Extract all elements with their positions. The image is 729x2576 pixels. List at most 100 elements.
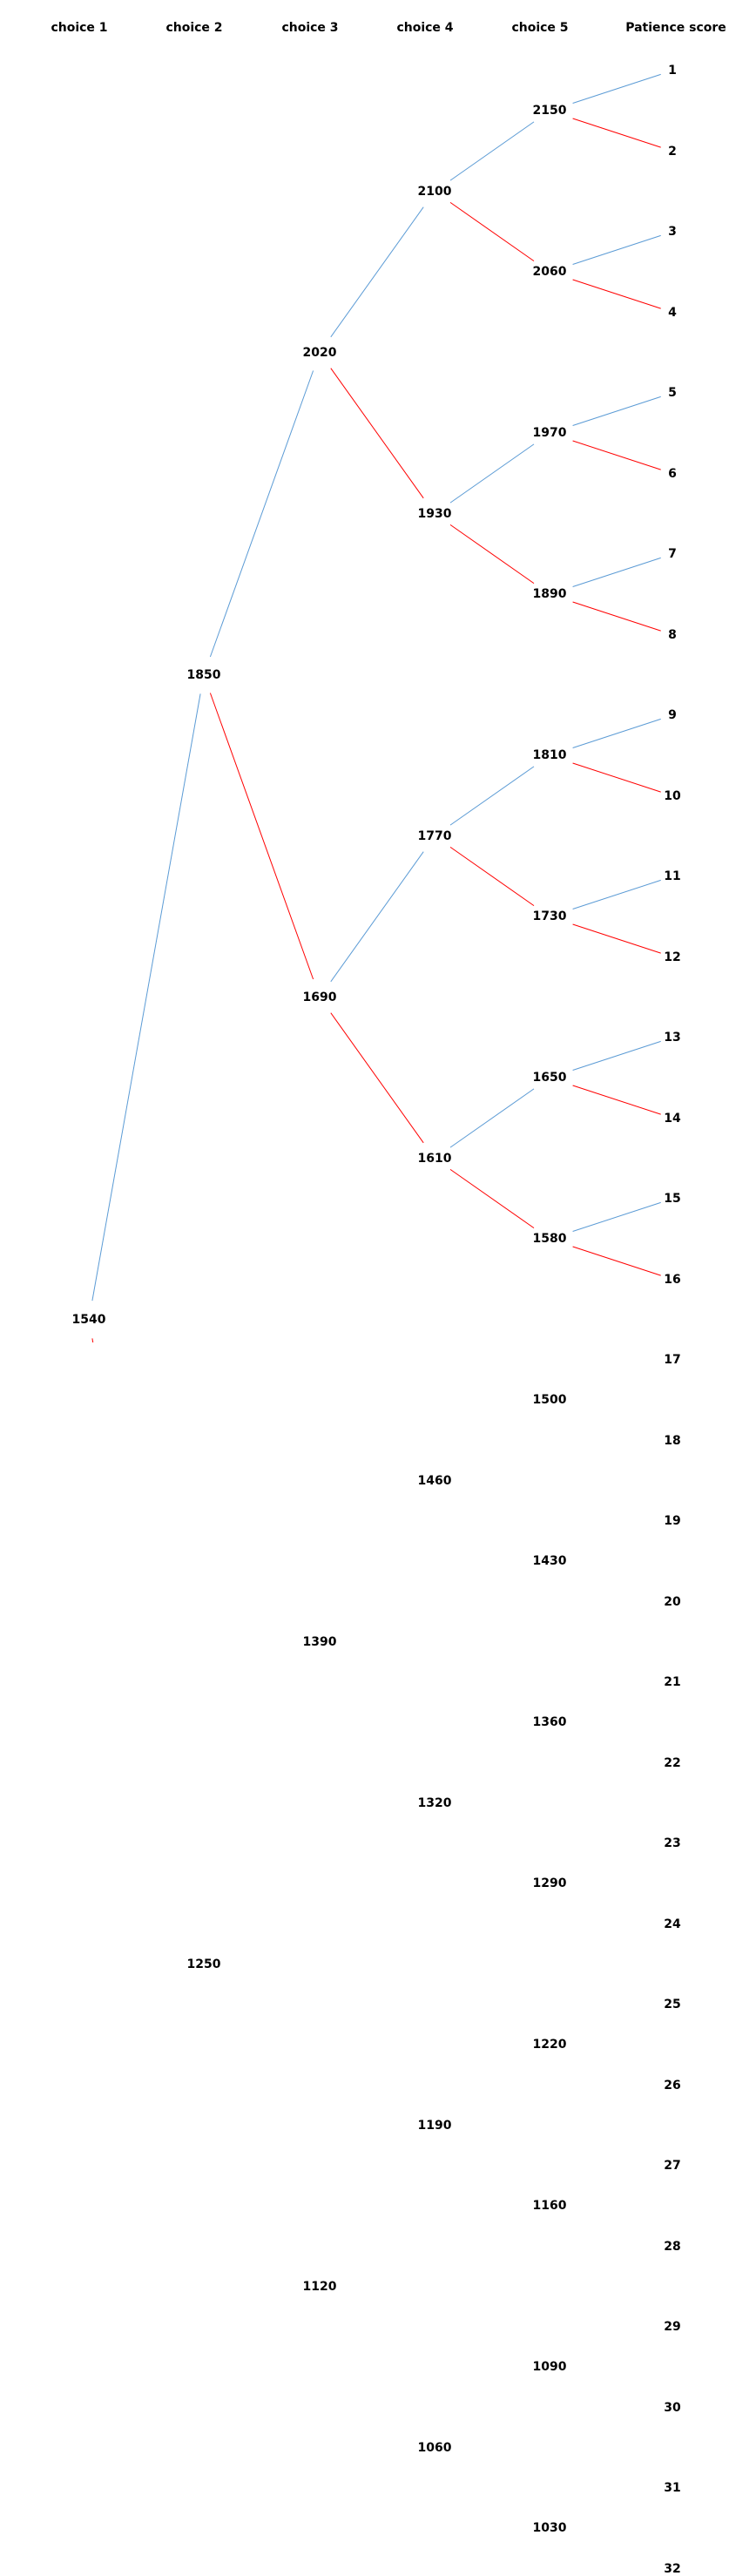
choice-4-node: 2100 [417,184,452,199]
header-patience-score: Patience score [625,21,726,35]
lower-branch-edge [572,1085,661,1115]
lower-branch-edge [572,279,661,309]
patience-score-label: 18 [664,1433,681,1448]
lower-branch-edge [449,846,535,907]
choice-2-node: 1850 [186,667,221,682]
patience-score-label: 12 [664,950,681,964]
upper-branch-edge [330,206,424,338]
choice-5-node: 1500 [532,1393,567,1408]
patience-score-label: 29 [664,2320,681,2334]
upper-branch-edge [572,718,661,748]
patience-score-label: 27 [664,2159,681,2173]
lower-branch-edge [330,1012,424,1144]
lower-branch-edge [572,762,661,793]
upper-branch-edge [209,370,314,658]
patience-score-label: 6 [668,466,677,481]
patience-score-label: 19 [664,1514,681,1528]
upper-branch-edge [330,851,424,983]
header-choice-5: choice 5 [511,21,569,35]
tree-edges [91,73,661,1342]
patience-score-label: 15 [664,1192,681,1206]
patience-score-label: 1 [668,64,677,78]
lower-branch-edge [572,118,661,148]
choice-5-node: 1650 [532,1071,567,1085]
lower-branch-edge [572,601,661,632]
decision-tree-diagram: choice 1 choice 2 choice 3 choice 4 choi… [51,21,726,2575]
choice-5-node: 1090 [532,2360,567,2375]
choice-5-node: 1160 [532,2199,567,2214]
choice-1-node: 1540 [71,1312,106,1327]
upper-branch-edge [449,1088,535,1148]
patience-score-label: 23 [664,1836,681,1850]
header-choice-1: choice 1 [51,21,108,35]
lower-branch-edge [449,201,535,262]
patience-score-label: 24 [664,1917,681,1931]
choice-3-node: 1390 [302,1634,337,1649]
choice-4-node: 1610 [417,1151,452,1166]
patience-score-label: 5 [668,386,677,400]
patience-score-label: 2 [668,144,677,159]
upper-branch-edge [449,121,535,181]
choice-5-node: 1030 [532,2521,567,2536]
choice-4-node: 1460 [417,1473,452,1488]
upper-branch-edge [572,1040,661,1071]
upper-branch-edge [572,234,661,265]
upper-branch-edge [572,73,661,104]
choice-3-node: 1120 [302,2279,337,2294]
patience-score-label: 10 [664,788,681,803]
upper-branch-edge [449,766,535,826]
lower-branch-edge [449,524,535,585]
patience-score-label: 26 [664,2078,681,2093]
lower-branch-edge [91,1338,94,1342]
patience-score-label: 9 [668,708,677,722]
header-choice-3: choice 3 [281,21,339,35]
choice-5-node: 1430 [532,1554,567,1569]
patience-score-label: 32 [664,2561,681,2576]
choice-4-node: 1060 [417,2440,452,2455]
patience-score-label: 8 [668,627,677,642]
lower-branch-edge [572,440,661,470]
lower-branch-edge [330,368,424,499]
patience-score-label: 16 [664,1272,681,1287]
patience-score-label: 14 [664,1111,681,1126]
patience-score-label: 20 [664,1594,681,1609]
choice-5-node: 1730 [532,909,567,924]
patience-score-label: 11 [664,869,681,883]
lower-branch-edge [209,693,314,980]
choice-3-node: 1690 [302,990,337,1004]
patience-score-label: 22 [664,1755,681,1770]
lower-branch-edge [572,923,661,954]
upper-branch-edge [449,443,535,504]
choice-5-node: 1970 [532,426,567,441]
patience-score-label: 28 [664,2239,681,2254]
choice-5-node: 1580 [532,1232,567,1247]
choice-4-node: 1930 [417,506,452,521]
choice-3-node: 2020 [302,345,337,360]
header-choice-4: choice 4 [396,21,454,35]
choice-5-node: 1810 [532,748,567,763]
upper-branch-edge [572,879,661,909]
choice-5-node: 1220 [532,2038,567,2052]
upper-branch-edge [572,1201,661,1232]
patience-score-label: 21 [664,1675,681,1689]
choice-4-node: 1190 [417,2118,452,2133]
patience-score-label: 13 [664,1031,681,1045]
patience-score-label: 17 [664,1353,681,1367]
upper-branch-edge [572,557,661,587]
lower-branch-edge [449,1168,535,1229]
choice-5-node: 1890 [532,587,567,602]
choice-2-node: 1250 [186,1957,221,1971]
patience-score-label: 3 [668,225,677,239]
patience-score-label: 4 [668,305,677,320]
patience-score-label: 7 [668,547,677,561]
choice-5-node: 1290 [532,1876,567,1891]
upper-branch-edge [91,693,201,1302]
patience-score-label: 25 [664,1998,681,2011]
header-choice-2: choice 2 [165,21,223,35]
patience-score-label: 31 [664,2481,681,2495]
choice-4-node: 1770 [417,828,452,843]
patience-score-label: 30 [664,2400,681,2415]
upper-branch-edge [572,396,661,426]
choice-5-node: 2150 [532,104,567,118]
lower-branch-edge [572,1246,661,1276]
